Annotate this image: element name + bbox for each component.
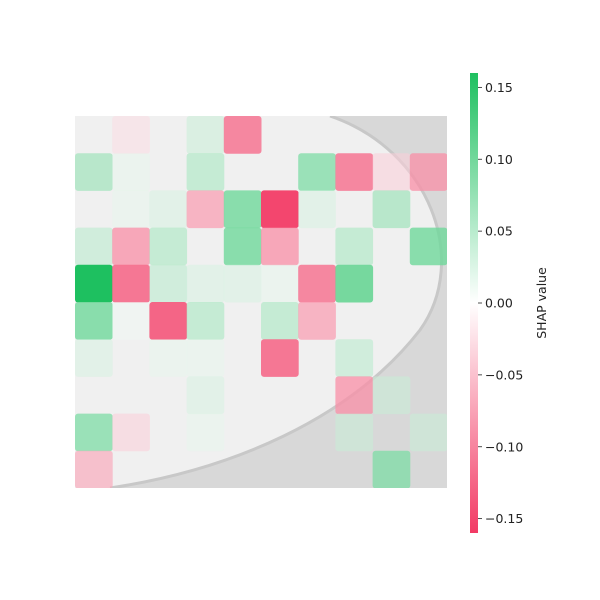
heatmap-cell-r4-c0 xyxy=(75,264,113,303)
heatmap-cell-r0-c4 xyxy=(223,116,262,154)
heatmap-cell-r2-c3 xyxy=(186,190,225,229)
heatmap-cell-r3-c1 xyxy=(112,227,150,266)
colorbar-tick-label: −0.10 xyxy=(485,439,523,454)
heatmap-cell-r6-c5 xyxy=(261,339,299,377)
heatmap-cell-r8-c3 xyxy=(186,413,225,452)
heatmap-cell-r5-c1 xyxy=(112,302,150,340)
heatmap-cell-r2-c6 xyxy=(298,190,336,229)
heatmap-cell-r2-c8 xyxy=(372,190,411,229)
heatmap-cell-r4-c3 xyxy=(186,264,225,303)
heatmap-cell-r3-c2 xyxy=(149,227,188,266)
heatmap-cell-r4-c5 xyxy=(261,264,299,303)
colorbar-tick-label: −0.15 xyxy=(485,511,523,526)
colorbar-label: SHAP value xyxy=(534,267,549,339)
heatmap-cell-r5-c2 xyxy=(149,302,188,340)
heatmap-cell-r1-c6 xyxy=(298,153,336,191)
heatmap-cell-r8-c9 xyxy=(409,413,447,452)
heatmap-cell-r3-c9 xyxy=(409,227,447,266)
heatmap-cell-r4-c6 xyxy=(298,264,336,303)
heatmap-cell-r1-c0 xyxy=(75,153,113,191)
heatmap-cell-r8-c0 xyxy=(75,413,113,452)
heatmap-cell-r6-c7 xyxy=(335,339,374,377)
heatmap-cell-r1-c7 xyxy=(335,153,374,191)
heatmap-cell-r4-c2 xyxy=(149,264,188,303)
heatmap-cell-r5-c3 xyxy=(186,302,225,340)
heatmap-cell-r2-c1 xyxy=(112,190,150,229)
heatmap-cell-r4-c4 xyxy=(223,264,262,303)
heatmap-cell-r1-c1 xyxy=(112,153,150,191)
heatmap-cell-r9-c8 xyxy=(372,450,411,488)
heatmap-cell-r2-c4 xyxy=(223,190,262,229)
colorbar-tick-label: −0.05 xyxy=(485,367,523,382)
colorbar-tick-label: 0.00 xyxy=(485,296,513,311)
heatmap-cell-r8-c1 xyxy=(112,413,150,452)
heatmap-cell-r7-c8 xyxy=(372,376,411,415)
heatmap-cell-r5-c5 xyxy=(261,302,299,340)
heatmap-cell-r7-c3 xyxy=(186,376,225,415)
heatmap-cell-r1-c8 xyxy=(372,153,411,191)
heatmap-cell-r3-c7 xyxy=(335,227,374,266)
heatmap-cell-r1-c3 xyxy=(186,153,225,191)
heatmap-cell-r2-c5 xyxy=(261,190,299,229)
heatmap-cell-r6-c2 xyxy=(149,339,188,377)
heatmap-cell-r6-c3 xyxy=(186,339,225,377)
heatmap-cell-r7-c7 xyxy=(335,376,374,415)
colorbar: 0.15 0.10 0.05 0.00 −0.05 −0.10 −0.15 SHAP val… xyxy=(470,73,549,533)
heatmap-cell-r5-c6 xyxy=(298,302,336,340)
heatmap-cell-r1-c9 xyxy=(409,153,447,191)
heatmap-cell-r6-c0 xyxy=(75,339,113,377)
heatmap-cell-r2-c2 xyxy=(149,190,188,229)
shap-heatmap xyxy=(75,116,447,488)
heatmap-cell-r4-c1 xyxy=(112,264,150,303)
heatmap-cell-r5-c0 xyxy=(75,302,113,340)
colorbar-tick-label: 0.10 xyxy=(485,152,513,167)
heatmap-cell-r9-c0 xyxy=(75,450,113,488)
colorbar-gradient xyxy=(470,73,478,533)
heatmap-cell-r3-c5 xyxy=(261,227,299,266)
heatmap-cell-r0-c1 xyxy=(112,116,150,154)
colorbar-tick-label: 0.15 xyxy=(485,80,513,95)
colorbar-tick-label: 0.05 xyxy=(485,224,513,239)
heatmap-cell-r8-c7 xyxy=(335,413,374,452)
heatmap-cell-r3-c0 xyxy=(75,227,113,266)
heatmap-cell-r0-c3 xyxy=(186,116,225,154)
heatmap-cell-r4-c7 xyxy=(335,264,374,303)
heatmap-cell-r3-c4 xyxy=(223,227,262,266)
